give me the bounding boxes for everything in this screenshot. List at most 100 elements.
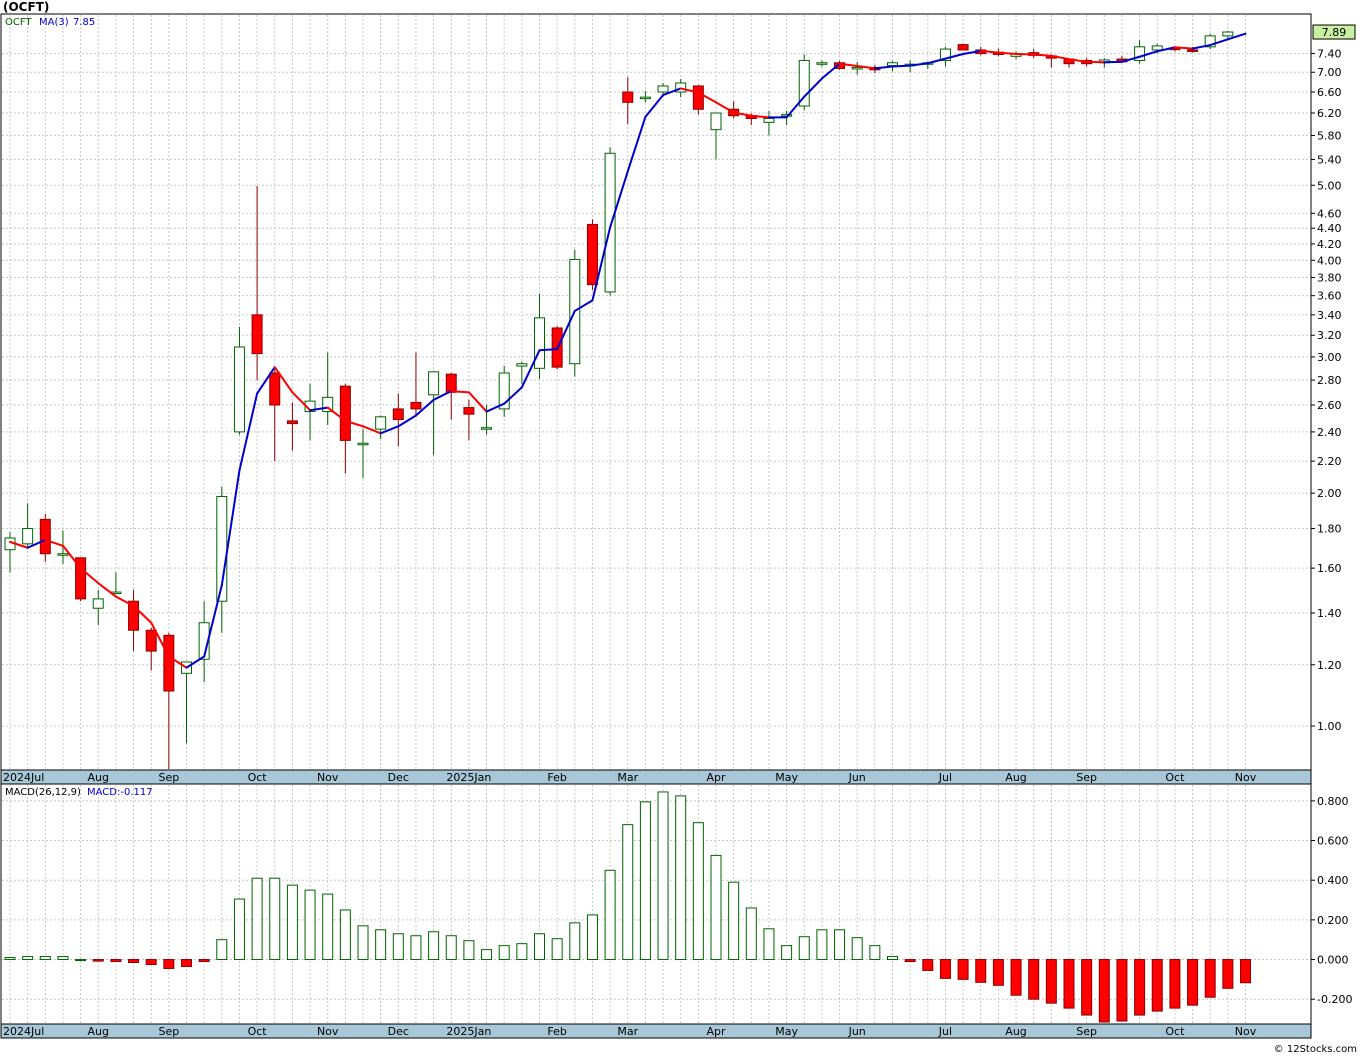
candle-body bbox=[1134, 46, 1146, 61]
macd-x-label: 2024Jul bbox=[3, 1025, 44, 1038]
price-tick-label: 1.00 bbox=[1317, 720, 1342, 733]
macd-bar bbox=[1151, 959, 1163, 1012]
ma-segment bbox=[697, 91, 717, 104]
candle-body bbox=[392, 408, 404, 421]
ma-segment bbox=[715, 101, 735, 114]
macd-bar bbox=[622, 824, 634, 961]
macd-bar bbox=[1116, 959, 1128, 1022]
macd-bar bbox=[692, 822, 704, 961]
ma-segment bbox=[997, 51, 1018, 56]
candle-body bbox=[410, 401, 422, 410]
macd-bar bbox=[1045, 959, 1057, 1004]
price-x-label: Oct bbox=[248, 771, 268, 784]
ma-segment bbox=[538, 348, 559, 352]
candle-body bbox=[957, 44, 969, 51]
price-tick-label: 6.20 bbox=[1317, 107, 1342, 120]
price-panel-frame bbox=[0, 13, 1312, 771]
macd-bar bbox=[286, 884, 298, 961]
candle-body bbox=[534, 317, 545, 369]
price-date-band bbox=[0, 769, 1312, 785]
price-tick-label: 2.40 bbox=[1317, 426, 1342, 439]
ma-segment bbox=[662, 87, 682, 97]
macd-legend-value: MACD:-0.117 bbox=[87, 787, 153, 798]
macd-x-label: Aug bbox=[1005, 1025, 1026, 1038]
macd-bar bbox=[1204, 959, 1216, 998]
ma-segment bbox=[944, 53, 965, 60]
macd-x-label: Feb bbox=[547, 1025, 566, 1038]
price-tick-label: 4.20 bbox=[1317, 238, 1342, 251]
macd-bar bbox=[763, 928, 775, 961]
candle-body bbox=[604, 152, 616, 293]
price-tick-label: 2.80 bbox=[1317, 374, 1342, 387]
ma-segment bbox=[273, 366, 294, 394]
candle-body bbox=[286, 420, 298, 425]
chart-title: (OCFT) bbox=[3, 0, 49, 14]
candle-body bbox=[798, 59, 810, 107]
price-tick-label: 3.00 bbox=[1317, 351, 1342, 364]
price-tick-label: 5.80 bbox=[1317, 129, 1342, 142]
macd-bar bbox=[516, 943, 528, 961]
credit-text: © 12Stocks.com bbox=[1274, 1044, 1357, 1055]
ma-segment bbox=[61, 544, 82, 570]
ma-segment bbox=[1191, 44, 1212, 50]
macd-bar bbox=[498, 945, 510, 961]
price-x-label: Nov bbox=[317, 771, 339, 784]
price-tick-label: 4.60 bbox=[1317, 207, 1342, 220]
candle-body bbox=[657, 85, 669, 93]
macd-bar bbox=[233, 898, 245, 961]
price-tick-label: 1.60 bbox=[1317, 562, 1342, 575]
ma-segment bbox=[167, 655, 188, 669]
candle-body bbox=[22, 528, 34, 545]
macd-bar bbox=[975, 959, 987, 983]
macd-bar bbox=[110, 959, 122, 963]
macd-x-label: Oct bbox=[248, 1025, 268, 1038]
macd-bar bbox=[1240, 959, 1251, 984]
candle-body bbox=[498, 372, 510, 410]
macd-bar bbox=[781, 945, 793, 961]
macd-bar bbox=[181, 959, 192, 967]
macd-bar bbox=[1010, 959, 1022, 996]
price-x-label: Mar bbox=[617, 771, 638, 784]
macd-bar bbox=[675, 795, 687, 961]
ma-segment bbox=[185, 655, 206, 669]
macd-bar bbox=[445, 935, 457, 961]
candle-body bbox=[586, 223, 598, 286]
ma-segment bbox=[467, 391, 488, 413]
ma-segment bbox=[450, 390, 470, 394]
macd-bar bbox=[904, 959, 916, 963]
price-tick-label: 2.20 bbox=[1317, 455, 1342, 468]
macd-bar bbox=[22, 956, 34, 961]
price-x-label: Jun bbox=[848, 771, 866, 784]
ma-segment bbox=[291, 391, 312, 412]
macd-bar bbox=[922, 959, 934, 971]
macd-bar bbox=[304, 889, 316, 961]
ma-segment bbox=[609, 170, 629, 229]
ma-segment bbox=[626, 115, 647, 173]
macd-bar bbox=[357, 925, 369, 961]
macd-bar bbox=[1098, 959, 1110, 1023]
price-x-label: Feb bbox=[547, 771, 566, 784]
macd-bar bbox=[851, 937, 863, 961]
candle-body bbox=[463, 407, 475, 415]
candle-body bbox=[816, 62, 828, 65]
price-tick-label: 3.60 bbox=[1317, 290, 1342, 303]
candle-body bbox=[763, 117, 775, 123]
candle-body bbox=[198, 622, 210, 660]
candle-body bbox=[339, 385, 351, 441]
macd-bar bbox=[992, 959, 1004, 986]
ma-segment bbox=[97, 582, 117, 598]
price-x-axis: 2024Jul Aug Sep Oct Nov Dec 2025Jan Feb Mar Apr Ma… bbox=[3, 771, 1257, 784]
price-x-label: 2024Jul bbox=[3, 771, 44, 784]
ma-segment bbox=[79, 567, 100, 585]
macd-x-label: May bbox=[775, 1025, 798, 1038]
price-x-label: May bbox=[775, 771, 798, 784]
macd-bar bbox=[887, 956, 898, 961]
macd-bar bbox=[657, 791, 669, 961]
ma-segment bbox=[379, 425, 400, 435]
macd-bar bbox=[39, 956, 51, 961]
macd-bar bbox=[339, 909, 351, 961]
ma-segment bbox=[856, 65, 876, 70]
macd-bar bbox=[639, 801, 651, 961]
ma-segment bbox=[962, 49, 982, 56]
ma-segment bbox=[591, 226, 612, 302]
